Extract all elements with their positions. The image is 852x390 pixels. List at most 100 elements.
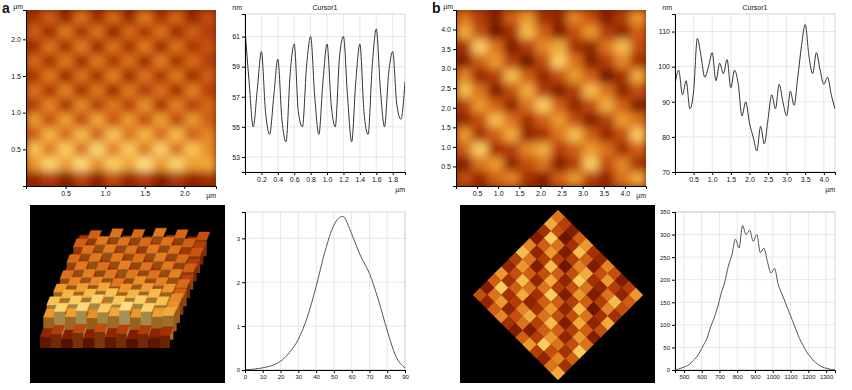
grid-line [786,14,787,172]
heatmap-cell [89,127,105,142]
heatmap-cell [535,98,551,113]
heatmap-cell [74,142,90,157]
heatmap-cell [121,10,137,25]
heatmap-cell [456,113,472,128]
tick: 300 [660,232,675,238]
view-3d-ground [460,205,655,383]
grid-line [261,14,262,172]
grid-line [294,14,295,172]
heatmap-cell [583,98,599,113]
tick-mark [360,172,361,175]
heatmap-cell [535,10,551,25]
heatmap-cell [105,39,121,54]
grid [675,14,835,172]
heatmap-cell [153,157,169,172]
heatmap-cell [137,54,153,69]
heatmap-cell [551,83,567,98]
heatmap-cell [630,39,646,54]
heatmap-cell [456,157,472,172]
tick-label: 1.5 [515,190,525,197]
tick-label: 2.0 [180,190,190,197]
tick-label: 0.5 [473,190,483,197]
heatmap-cell [58,10,74,25]
heatmap-cell [456,83,472,98]
tick: 900 [750,370,761,380]
heatmap-cell [519,83,535,98]
heatmap-cell [630,113,646,128]
x-axis: 0.20.40.60.81.01.21.41.61.8 [246,172,406,183]
heatmap-cell [74,113,90,128]
heatmap-cell [567,83,583,98]
heatmap-cell [42,69,58,84]
tick: 0.4 [273,172,283,183]
heatmap-cell [26,54,42,69]
heatmap-cell [614,83,630,98]
tick-label: 100 [660,322,671,328]
heatmap-cell [42,83,58,98]
tick-mark [23,113,26,114]
grid-line [262,212,263,370]
tick: 1.0 [101,186,111,197]
tick: 600 [697,370,708,380]
heatmap-cell [74,10,90,25]
tick-label: 60 [349,374,356,380]
heatmap-cell [456,98,472,113]
heatmap-cell [567,142,583,157]
data-line [675,226,835,370]
heatmap-cell [121,113,137,128]
heatmap-cell [121,83,137,98]
heatmap-cell [614,10,630,25]
tick-label: 4.0 [441,26,451,33]
tick: 250 [660,255,675,261]
tick: 2.0 [11,36,26,43]
axis-line [242,15,246,173]
heatmap-cell [519,39,535,54]
heatmap-cell [488,39,504,54]
tick-mark [23,149,26,150]
tick: 2 [237,280,245,286]
tick-mark [23,39,26,40]
heatmap-cell [26,113,42,128]
grid-line [245,326,405,327]
heatmap-cell [456,10,472,25]
heatmap-cell [200,113,216,128]
grid-line [359,14,360,172]
heatmap-cell [74,83,90,98]
heatmap-cell [58,157,74,172]
tick-label: 3.5 [441,46,451,53]
heatmap-cell [105,127,121,142]
tick-mark [242,37,245,38]
heatmap-cell [551,54,567,69]
heatmap-cell [519,157,535,172]
heatmap-cell [200,10,216,25]
surface-cell [109,229,123,237]
heatmap-cell [519,69,535,84]
tick-mark [242,127,245,128]
tick-mark [826,370,827,373]
heatmap-cell [26,157,42,172]
grid-line [675,302,835,303]
tick-mark [242,326,245,327]
heatmap-cell [488,98,504,113]
surface-side [127,338,138,348]
tick-mark [184,186,185,189]
heatmap-cell [535,39,551,54]
tick-label: 1.0 [494,190,504,197]
y-axis: 708090100110 [658,15,675,176]
x-axis-title: µm [395,186,405,194]
heatmap-cell [200,127,216,142]
tick-mark [672,257,675,258]
heatmap-cell [137,142,153,157]
heatmap-cell [504,127,520,142]
data-line [675,25,835,151]
grid-line [712,14,713,172]
surface-cell [95,236,109,244]
axis-line [246,371,406,374]
tick-mark [604,186,605,189]
heatmap-cell [614,142,630,157]
heatmap-cell [472,127,488,142]
grid-line [327,14,328,172]
heatmap-cell [200,171,216,186]
grid-line [737,212,738,370]
heatmap-cell [200,54,216,69]
